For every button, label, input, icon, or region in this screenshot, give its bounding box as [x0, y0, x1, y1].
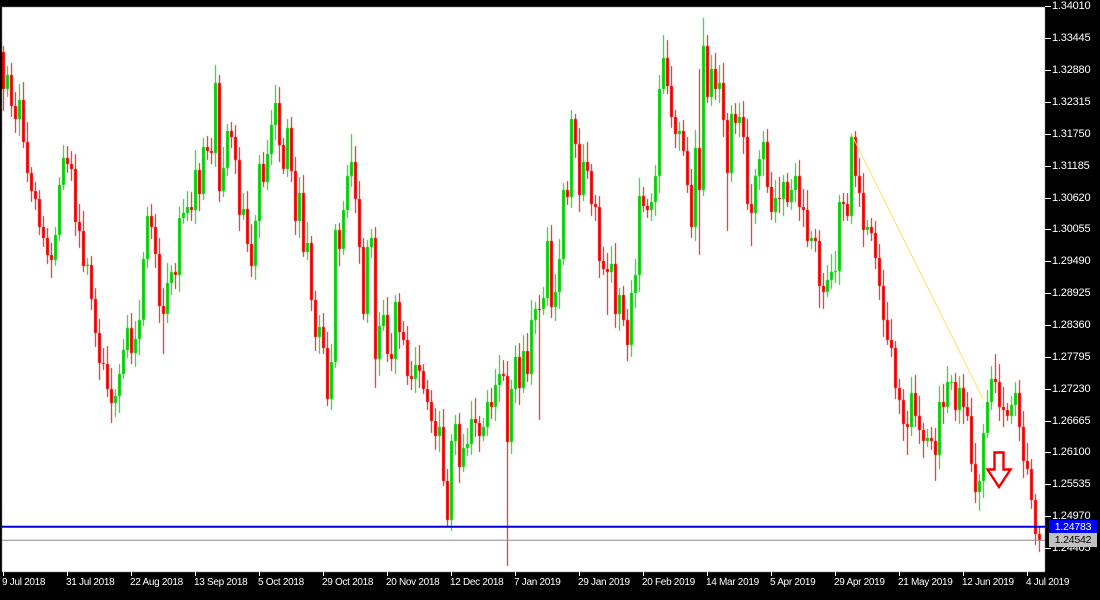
time-axis-tick — [835, 572, 836, 576]
price-axis-label: 1.30055 — [1052, 223, 1091, 235]
price-axis-label: 1.27795 — [1052, 351, 1091, 363]
price-axis-tick — [1045, 484, 1051, 485]
time-axis-tick — [707, 572, 708, 576]
price-axis-tick — [1045, 357, 1051, 358]
time-axis-tick — [131, 572, 132, 576]
price-axis-label: 1.32880 — [1052, 64, 1091, 76]
price-axis-label: 1.31750 — [1052, 128, 1091, 140]
time-axis-tick — [771, 572, 772, 576]
time-axis-tick — [259, 572, 260, 576]
time-axis-label: 5 Apr 2019 — [770, 577, 816, 588]
price-axis-tick — [1045, 548, 1051, 549]
price-axis-label: 1.26100 — [1052, 446, 1091, 458]
time-axis-label: 22 Aug 2018 — [130, 577, 183, 588]
price-axis-label: 1.26665 — [1052, 415, 1091, 427]
time-axis-label: 4 Jul 2019 — [1026, 577, 1070, 588]
time-axis-label: 31 Jul 2018 — [66, 577, 115, 588]
time-axis-tick — [1027, 572, 1028, 576]
price-axis-label: 1.31185 — [1052, 160, 1090, 172]
price-axis-tick — [1045, 229, 1051, 230]
time-axis-label: 29 Apr 2019 — [834, 577, 885, 588]
time-axis-tick — [3, 572, 4, 576]
time-axis-label: 5 Oct 2018 — [258, 577, 304, 588]
time-axis-tick — [643, 572, 644, 576]
price-axis-tick — [1045, 389, 1051, 390]
price-axis-label: 1.28360 — [1052, 319, 1091, 331]
price-axis-tick — [1045, 70, 1051, 71]
time-axis-tick — [67, 572, 68, 576]
price-axis-tick — [1045, 421, 1051, 422]
price-axis-label: 1.34010 — [1052, 0, 1091, 12]
price-axis-tick — [1045, 198, 1051, 199]
price-axis-label: 1.29490 — [1052, 255, 1091, 267]
time-axis-label: 9 Jul 2018 — [2, 577, 46, 588]
time-axis-label: 13 Sep 2018 — [194, 577, 248, 588]
time-axis-tick — [195, 572, 196, 576]
price-axis-label: 1.33445 — [1052, 32, 1091, 44]
price-axis-tick — [1045, 325, 1051, 326]
price-axis-label: 1.32315 — [1052, 96, 1091, 108]
price-axis-tick — [1045, 134, 1051, 135]
time-axis-label: 21 May 2019 — [898, 577, 953, 588]
time-axis-label: 12 Dec 2018 — [450, 577, 504, 588]
price-axis-label: 1.24970 — [1052, 510, 1091, 522]
price-axis-tick — [1045, 452, 1051, 453]
bid-price-tag: 1.24542 — [1049, 533, 1097, 547]
price-axis-label: 1.27230 — [1052, 383, 1091, 395]
time-axis-tick — [387, 572, 388, 576]
time-axis-label: 20 Feb 2019 — [642, 577, 695, 588]
time-axis-label: 29 Oct 2018 — [322, 577, 374, 588]
support-line-price-tag: 1.24783 — [1049, 520, 1097, 534]
price-axis-label: 1.30620 — [1052, 192, 1091, 204]
time-axis-label: 14 Mar 2019 — [706, 577, 759, 588]
time-axis-label: 20 Nov 2018 — [386, 577, 440, 588]
time-axis-tick — [515, 572, 516, 576]
price-axis-label: 1.28925 — [1052, 287, 1091, 299]
price-axis-label: 1.25535 — [1052, 478, 1091, 490]
time-axis-tick — [579, 572, 580, 576]
price-axis-tick — [1045, 516, 1051, 517]
time-axis-tick — [899, 572, 900, 576]
time-axis-tick — [963, 572, 964, 576]
price-axis-tick — [1045, 38, 1051, 39]
price-axis-tick — [1045, 102, 1051, 103]
time-axis-label: 7 Jan 2019 — [514, 577, 561, 588]
time-axis-tick — [451, 572, 452, 576]
time-axis-label: 29 Jan 2019 — [578, 577, 630, 588]
price-axis-tick — [1045, 293, 1051, 294]
time-axis-label: 12 Jun 2019 — [962, 577, 1014, 588]
time-axis-tick — [323, 572, 324, 576]
price-axis-tick — [1045, 166, 1051, 167]
price-axis-tick — [1045, 6, 1051, 7]
price-axis-tick — [1045, 261, 1051, 262]
